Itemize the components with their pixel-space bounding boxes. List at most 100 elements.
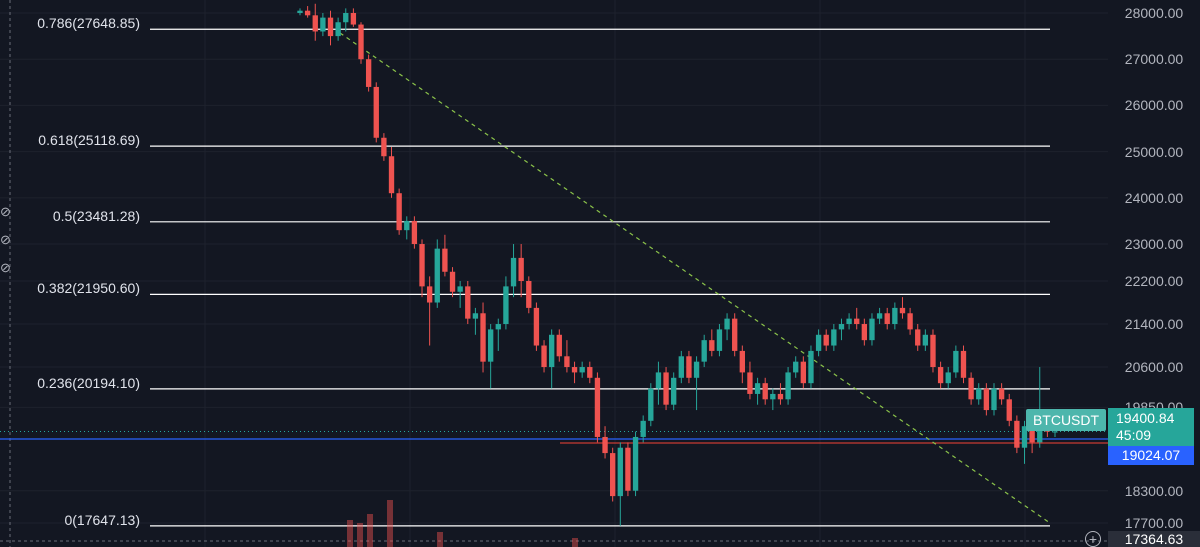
candle-body <box>953 350 959 373</box>
candle-body <box>419 244 425 287</box>
price-tick-label: 25000.00 <box>1124 143 1184 160</box>
candle-body <box>930 334 936 368</box>
candle-body <box>411 220 418 245</box>
candle-body <box>976 388 982 400</box>
eye-off-icon[interactable]: ⊘ <box>0 232 11 247</box>
candle-body <box>381 137 387 157</box>
candle-body <box>922 334 929 346</box>
candle-body <box>632 436 639 491</box>
candle-body <box>388 156 395 194</box>
candle-body <box>655 372 662 389</box>
price-tick-label: 23000.00 <box>1124 236 1184 253</box>
candle-body <box>587 367 593 378</box>
candle-body <box>800 361 807 384</box>
candle-body <box>1052 431 1058 433</box>
candle-body <box>686 356 692 378</box>
candle-body <box>327 17 334 37</box>
candle-body <box>365 59 372 87</box>
candle-body <box>625 447 631 491</box>
current-price-tag: 19400.84 45:09 <box>1108 408 1194 446</box>
candle-body <box>732 318 738 351</box>
price-chart[interactable] <box>0 0 1108 547</box>
candle-body <box>548 334 555 368</box>
current-price: 19400.84 <box>1116 410 1175 426</box>
candle-body <box>1021 426 1028 448</box>
volume-bar <box>387 500 393 547</box>
candle-body <box>846 318 852 325</box>
candle-body <box>678 356 684 378</box>
candle-body <box>793 361 799 373</box>
candle-body <box>869 318 875 341</box>
candle-body <box>404 220 410 231</box>
candle-body <box>457 286 463 292</box>
price-tick-label: 22200.00 <box>1124 273 1184 289</box>
fib-level-label: 0.618(25118.69) <box>38 132 140 149</box>
candle-body <box>350 13 357 25</box>
candle-body <box>434 248 440 303</box>
candle-body <box>854 318 860 325</box>
price-tick-label: 28000.00 <box>1124 5 1184 21</box>
price-tick-label: 18300.00 <box>1124 482 1184 499</box>
candle-body <box>747 372 753 394</box>
candle-body <box>396 193 402 231</box>
candle-body <box>785 372 791 400</box>
candle-body <box>960 350 967 378</box>
candle-body <box>442 248 448 272</box>
candle-body <box>640 420 646 437</box>
candle-body <box>770 393 776 400</box>
candle-body <box>892 307 898 325</box>
candle-body <box>617 447 623 497</box>
candle-body <box>937 367 944 384</box>
candle-body <box>701 340 707 362</box>
candle-body <box>358 24 364 60</box>
symbol-tag: BTCUSDT <box>1026 409 1106 431</box>
candle-body <box>907 313 913 330</box>
candle-body <box>594 377 601 437</box>
add-button[interactable]: + <box>1085 531 1101 547</box>
price-tick-label: 20600.00 <box>1124 359 1184 376</box>
candle-body <box>304 10 311 16</box>
price-tick-label: 24000.00 <box>1124 189 1184 206</box>
candle-body <box>602 436 608 454</box>
eye-off-icon[interactable]: ⊘ <box>0 260 11 275</box>
candle-body <box>815 334 822 351</box>
candle-body <box>541 345 547 368</box>
candle-body <box>754 383 761 394</box>
candle-body <box>998 388 1005 400</box>
candle-body <box>808 350 814 384</box>
candle-body <box>472 313 479 319</box>
candle-body <box>518 257 524 281</box>
price-tick-label: 21400.00 <box>1124 316 1184 333</box>
candle-body <box>526 281 532 308</box>
candle-body <box>480 313 486 362</box>
eye-off-icon[interactable]: ⊘ <box>0 204 11 219</box>
candle-body <box>335 22 341 37</box>
candle-body <box>297 10 303 13</box>
volume-bar <box>572 538 578 547</box>
candle-body <box>884 313 890 325</box>
candle-body <box>373 86 379 138</box>
candle-body <box>823 334 829 346</box>
price-tick-label: 17700.00 <box>1124 515 1184 531</box>
candle-body <box>1029 426 1035 443</box>
candle-body <box>968 377 974 400</box>
candle-body <box>449 271 456 292</box>
candle-body <box>503 286 509 325</box>
candle-body <box>724 318 730 330</box>
candle-body <box>343 13 349 23</box>
volume-bar <box>347 520 353 547</box>
price-tick-label: 26000.00 <box>1124 97 1184 114</box>
candle-body <box>495 324 501 330</box>
candle-body <box>693 361 700 378</box>
candle-body <box>556 334 562 357</box>
candle-body <box>876 313 883 319</box>
fib-level-label: 0(17647.13) <box>64 511 140 528</box>
trend-line <box>339 32 1051 524</box>
candle-body <box>709 340 715 351</box>
candle-body <box>739 350 745 373</box>
candle-body <box>579 367 585 373</box>
volume-bar <box>357 523 363 547</box>
candle-body <box>838 324 845 330</box>
candle-body <box>610 453 616 497</box>
fib-line-price-tag: 19024.07 <box>1108 446 1194 465</box>
